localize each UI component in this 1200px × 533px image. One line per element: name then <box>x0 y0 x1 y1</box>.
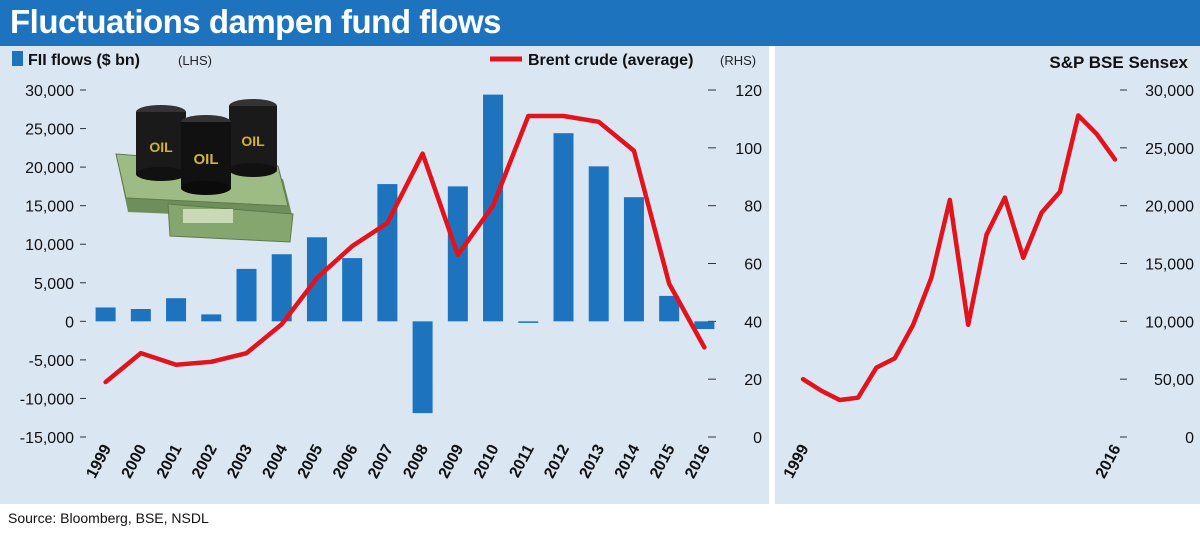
x-axis-label-2011: 2011 <box>507 442 538 481</box>
chart-title: Fluctuations dampen fund flows <box>10 3 502 40</box>
legend-bar-swatch <box>12 51 23 66</box>
fii-bar-2006 <box>342 258 363 322</box>
x-axis-label-2010: 2010 <box>471 442 503 481</box>
left-axis-tick-label: -15,000 <box>20 430 74 447</box>
x-axis-label-2002: 2002 <box>189 442 221 481</box>
x-axis-label-2004: 2004 <box>260 442 292 481</box>
sensex-axis-tick-label: 0 <box>1185 430 1194 447</box>
fii-bar-2001 <box>166 298 187 322</box>
left-axis-tick-label: 5,000 <box>34 276 74 293</box>
legend-fii-label: FII flows ($ bn) <box>28 52 140 69</box>
oil-barrel-left: OIL <box>136 105 186 181</box>
title-bar: Fluctuations dampen fund flows <box>0 0 1200 46</box>
x-axis-label-2005: 2005 <box>295 442 327 481</box>
x-axis-label-2003: 2003 <box>224 442 256 481</box>
fii-bar-2007 <box>377 184 398 322</box>
x-axis-label-2001: 2001 <box>154 442 186 481</box>
x-axis-label-2014: 2014 <box>612 442 644 481</box>
x-axis-label-2000: 2000 <box>119 442 151 481</box>
sensex-axis-tick-label: 15,000 <box>1145 257 1194 274</box>
sensex-axis-tick-label: 25,000 <box>1145 141 1194 158</box>
sensex-x-label-2016: 2016 <box>1093 442 1125 481</box>
legend-fii-suffix: (LHS) <box>178 53 212 68</box>
barrel-label: OIL <box>241 133 265 149</box>
x-axis-label-2009: 2009 <box>436 442 468 481</box>
barrel-label: OIL <box>194 151 219 168</box>
right-axis-tick-label: 20 <box>744 372 762 389</box>
fii-bar-2003 <box>236 268 257 322</box>
left-axis-tick-label: 15,000 <box>25 199 74 216</box>
sensex-axis-tick-label: 20,000 <box>1145 199 1194 216</box>
barrel-label: OIL <box>149 139 173 155</box>
legend-brent-suffix: (RHS) <box>720 53 756 68</box>
right-axis-tick-label: 100 <box>735 141 762 158</box>
legend-brent-label: Brent crude (average) <box>528 52 693 69</box>
right-axis-tick-label: 40 <box>744 314 762 331</box>
fii-bar-2000 <box>130 308 151 322</box>
fii-bar-2008 <box>412 321 433 414</box>
x-axis-label-2007: 2007 <box>365 442 397 481</box>
left-axis-tick-label: 0 <box>65 314 74 331</box>
sensex-x-label-1999: 1999 <box>781 442 813 481</box>
x-axis-label-2006: 2006 <box>330 442 362 481</box>
x-axis-label-2008: 2008 <box>400 442 432 481</box>
sensex-axis-tick-label: 10,000 <box>1145 314 1194 331</box>
fii-bar-2011 <box>518 321 539 323</box>
brent-crude-line <box>103 113 707 385</box>
oil-barrel-center: OIL <box>181 115 231 195</box>
right-axis-tick-label: 0 <box>753 430 762 447</box>
x-axis-label-2015: 2015 <box>647 442 679 481</box>
left-axis-tick-label: -10,000 <box>20 391 74 408</box>
sensex-chart: S&P BSE Sensex 30,000 25,000 20,000 15,000 10… <box>781 53 1194 481</box>
left-axis-tick-label: 20,000 <box>25 160 74 177</box>
fii-bar-1999 <box>95 307 116 322</box>
fii-bar-2002 <box>201 314 222 322</box>
left-axis-tick-label: -5,000 <box>29 353 74 370</box>
left-axis-tick-label: 30,000 <box>25 83 74 100</box>
oil-barrel-right: OIL <box>229 99 277 177</box>
fii-bar-2015 <box>659 295 680 322</box>
x-axis-label-2012: 2012 <box>541 442 573 481</box>
source-note: Source: Bloomberg, BSE, NSDL <box>8 510 209 526</box>
sensex-title: S&P BSE Sensex <box>1049 53 1188 72</box>
right-axis-tick-label: 60 <box>744 257 762 274</box>
x-axis-label-2016: 2016 <box>682 442 714 481</box>
right-axis-tick-label: 120 <box>735 83 762 100</box>
sensex-axis-tick-label: 30,000 <box>1145 83 1194 100</box>
fii-bar-2014 <box>623 197 644 322</box>
left-axis-tick-label: 10,000 <box>25 237 74 254</box>
fii-bar-2016 <box>694 321 715 330</box>
x-axis-label-2013: 2013 <box>577 442 609 481</box>
right-chart-panel <box>775 46 1200 504</box>
sensex-axis-tick-label: 50,00 <box>1154 372 1194 389</box>
sensex-line <box>800 113 1118 403</box>
right-axis-tick-label: 80 <box>744 199 762 216</box>
fii-bar-2012 <box>553 133 574 322</box>
fii-bar-2013 <box>588 166 609 322</box>
left-axis-tick-label: 25,000 <box>25 122 74 139</box>
x-axis-label-1999: 1999 <box>83 442 115 481</box>
oil-barrels-and-cash-illustration: OIL OIL OIL <box>115 99 294 243</box>
fii-bar-2004 <box>271 254 292 322</box>
